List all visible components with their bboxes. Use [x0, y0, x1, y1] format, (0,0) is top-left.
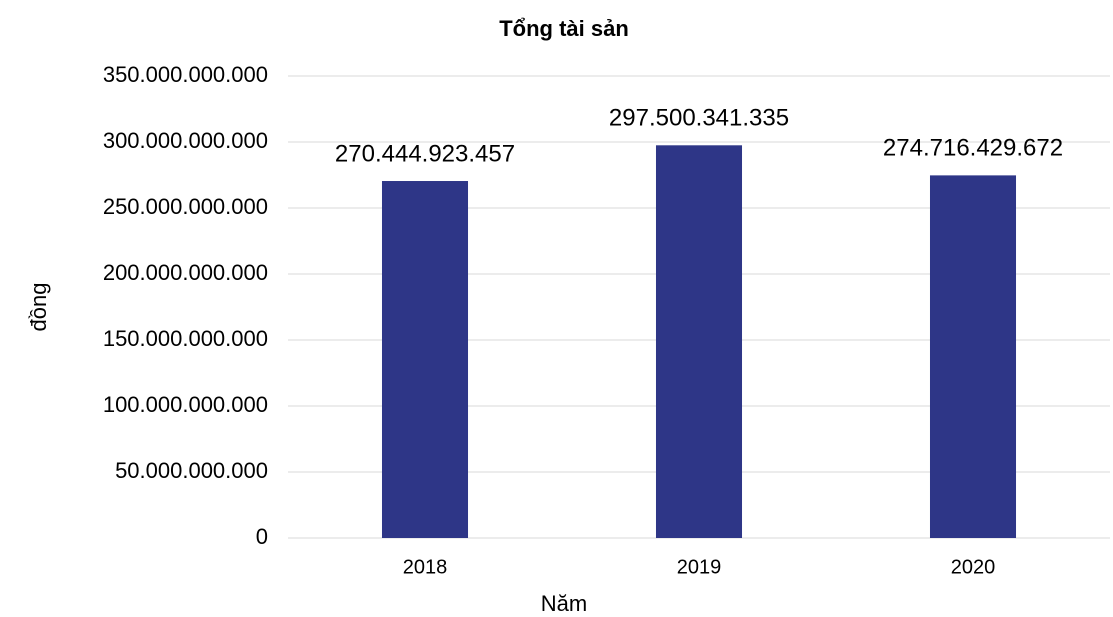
x-axis-label: Năm — [541, 591, 587, 616]
y-tick-label: 300.000.000.000 — [103, 128, 268, 153]
x-tick-label: 2020 — [951, 556, 996, 578]
data-label: 270.444.923.457 — [335, 140, 515, 167]
x-tick-label: 2018 — [403, 556, 448, 578]
bar — [655, 145, 743, 538]
y-tick-label: 50.000.000.000 — [115, 458, 268, 483]
y-tick-label: 100.000.000.000 — [103, 392, 268, 417]
y-axis-label: đồng — [26, 283, 51, 332]
y-tick-label: 350.000.000.000 — [103, 62, 268, 87]
y-tick-label: 200.000.000.000 — [103, 260, 268, 285]
x-tick-label: 2019 — [677, 556, 722, 578]
bar — [381, 181, 469, 538]
y-tick-label: 0 — [256, 524, 268, 549]
y-tick-label: 250.000.000.000 — [103, 194, 268, 219]
bar — [929, 175, 1017, 538]
y-tick-label: 150.000.000.000 — [103, 326, 268, 351]
data-label: 297.500.341.335 — [609, 105, 789, 132]
chart-title: Tổng tài sản — [499, 16, 629, 41]
data-label: 274.716.429.672 — [883, 135, 1063, 162]
